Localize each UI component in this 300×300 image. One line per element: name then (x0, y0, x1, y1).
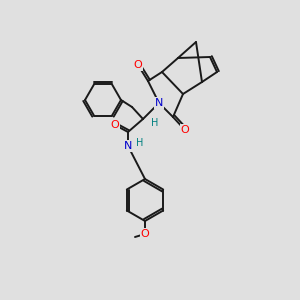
Text: O: O (134, 60, 142, 70)
Text: N: N (124, 141, 132, 151)
Text: H: H (151, 118, 159, 128)
Text: O: O (141, 229, 149, 239)
Text: O: O (181, 125, 189, 135)
Text: O: O (111, 120, 119, 130)
Text: H: H (136, 138, 144, 148)
Text: N: N (155, 98, 163, 108)
